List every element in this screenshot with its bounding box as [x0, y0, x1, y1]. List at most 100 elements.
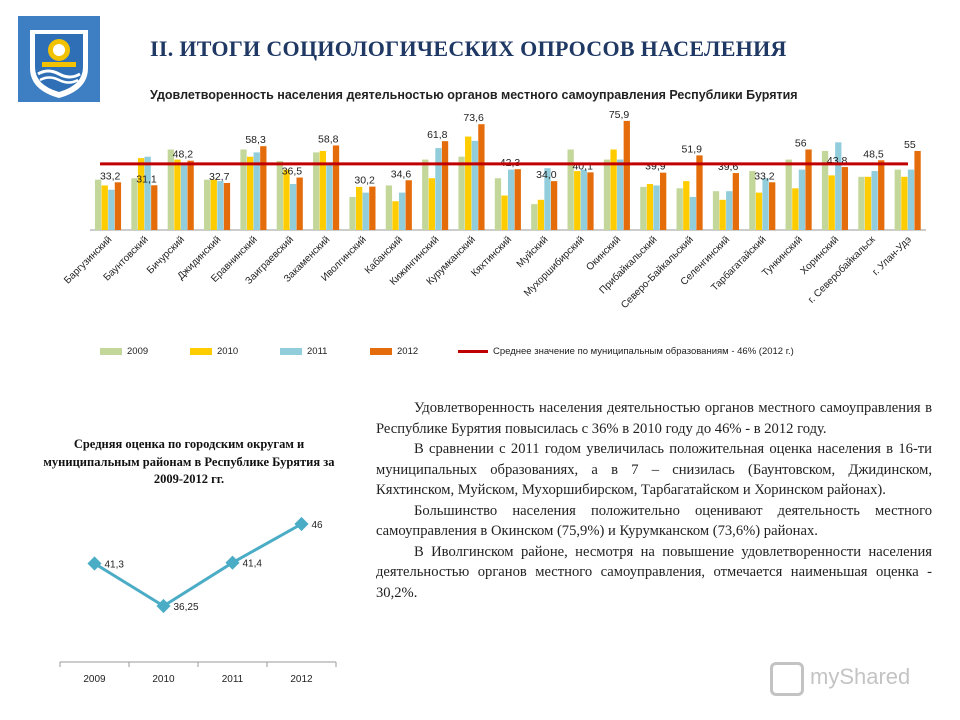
bar-2010-13: [537, 199, 545, 230]
bar-2010-22: [864, 176, 872, 230]
bar-2010-10: [428, 178, 435, 230]
data-label-2012: 34,0: [536, 169, 557, 181]
emblem-logo: [18, 16, 100, 102]
bar-2009-5: [240, 149, 247, 230]
bar-2009-7: [313, 152, 320, 231]
bar-2011-14: [580, 169, 587, 231]
category-label: Северо-Байкальский: [619, 234, 696, 311]
legend-item-2010: 2010: [190, 346, 238, 357]
bar-2011-4: [217, 181, 224, 231]
data-label-2012: 33,2: [754, 170, 775, 182]
bar-2012-14: [587, 172, 594, 230]
watermark-text: myShared: [810, 664, 911, 689]
bar-2009-10: [422, 159, 429, 230]
bar-2011-19: [762, 178, 769, 230]
x-tick-label: 2012: [290, 674, 313, 685]
data-point: [225, 555, 240, 570]
data-label-2012: 36,5: [282, 166, 303, 178]
legend-label-2012: 2012: [397, 346, 419, 357]
bar-2012-9: [405, 180, 412, 230]
bar-2011-17: [689, 196, 697, 230]
bar-2010-20: [792, 188, 799, 230]
bar-2011-18: [726, 191, 733, 230]
legend-swatch-2009: [100, 348, 122, 355]
series-line: [93, 522, 303, 608]
bar-2011-15: [617, 159, 624, 230]
bar-2009-19: [749, 171, 756, 230]
bar-2009-22: [858, 176, 865, 230]
bar-2010-1: [101, 185, 108, 230]
data-label-2012: 75,9: [609, 109, 630, 121]
bar-2011-10: [435, 148, 442, 230]
bar-2012-3: [187, 160, 194, 230]
bar-2011-20: [798, 169, 806, 231]
bar-2011-2: [144, 156, 151, 230]
data-label-2012: 73,6: [463, 112, 484, 124]
bar-2009-17: [676, 188, 683, 230]
bar-2011-13: [544, 168, 551, 230]
data-point: [294, 516, 309, 532]
bar-2009-6: [276, 161, 284, 230]
bar-2009-9: [385, 185, 393, 230]
data-label-2012: 51,9: [682, 143, 703, 155]
bar-2012-13: [550, 181, 558, 231]
bar-2009-20: [785, 159, 792, 230]
bar-2012-2: [151, 185, 158, 230]
legend-item-2012: 2012: [370, 346, 418, 357]
x-tick-label: 2011: [222, 674, 244, 685]
category-label: г. Улан-Удэ: [870, 234, 914, 278]
bar-2011-12: [508, 169, 515, 231]
bar-2009-4: [204, 179, 211, 230]
data-label-2012: 40,1: [572, 160, 593, 172]
bar-2012-19: [769, 182, 776, 231]
bar-2012-21: [841, 167, 849, 230]
bar-2010-4: [210, 179, 217, 230]
bar-2011-7: [326, 162, 333, 230]
bar-2010-18: [719, 199, 726, 230]
paragraph-4: В Иволгинском районе, несмотря на повыше…: [376, 543, 932, 601]
bar-2010-16: [646, 184, 654, 230]
bar-2010-5: [246, 156, 254, 230]
data-label-2012: 30,2: [354, 175, 375, 187]
paragraph-3: Большинство населения положительно оцени…: [376, 502, 932, 540]
bar-2011-8: [362, 192, 369, 231]
data-label-2012: 31,1: [136, 173, 157, 185]
bar-2012-15: [623, 120, 630, 230]
bar-chart: 33,2Баргузинский31,1Баунтовский48,2Бичур…: [62, 109, 926, 311]
bar-2011-5: [253, 152, 260, 231]
legend-label-2009: 2009: [127, 346, 149, 357]
page-title: II. ИТОГИ СОЦИОЛОГИЧЕСКИХ ОПРОСОВ НАСЕЛЕ…: [150, 36, 787, 61]
data-label: 41,3: [105, 560, 125, 571]
data-label: 36,25: [174, 602, 199, 613]
bar-2012-18: [732, 173, 739, 230]
bar-2009-3: [167, 149, 174, 230]
bar-2011-23: [907, 169, 915, 231]
bar-2009-15: [603, 159, 611, 230]
bar-2010-21: [828, 175, 835, 231]
bar-2009-11: [458, 156, 465, 230]
bar-2009-12: [494, 178, 502, 230]
category-label: Мухоршибирский: [521, 234, 586, 299]
bar-2012-8: [369, 186, 376, 230]
bar-2012-7: [332, 145, 340, 230]
bar-2011-6: [289, 184, 297, 230]
legend-label-2010: 2010: [217, 346, 239, 357]
data-label-2012: 33,2: [100, 170, 121, 182]
data-label-2012: 58,8: [318, 133, 339, 145]
bar-2009-16: [640, 186, 647, 231]
summary-text: Удовлетворенность населения деятельность…: [376, 398, 932, 603]
data-label-2012: 55: [904, 139, 916, 151]
legend-label-2011: 2011: [307, 346, 328, 357]
bar-2012-23: [914, 150, 921, 230]
bar-2009-21: [821, 150, 829, 230]
data-label-2012: 48,5: [863, 148, 884, 160]
bar-2012-11: [478, 124, 485, 230]
bar-2010-8: [356, 186, 363, 231]
bar-2012-5: [260, 146, 267, 230]
bar-2011-11: [471, 140, 478, 231]
data-label-2012: 58,3: [245, 134, 266, 146]
bar-2009-8: [349, 196, 356, 230]
bar-2012-22: [878, 160, 885, 230]
data-point: [156, 598, 171, 614]
bar-2010-14: [574, 171, 581, 230]
